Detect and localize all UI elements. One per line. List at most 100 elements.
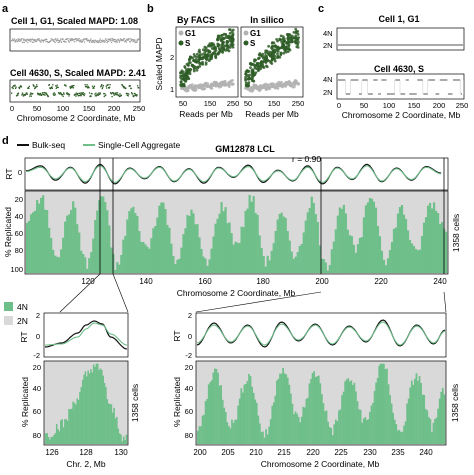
scatter-point-s bbox=[188, 72, 192, 76]
scatter-point-g1 bbox=[249, 87, 253, 91]
panel-a-cell4630-point bbox=[12, 87, 14, 90]
heatmap-column bbox=[274, 395, 277, 444]
heatmap-column bbox=[222, 211, 225, 273]
panel-a-cell4630-point bbox=[19, 86, 21, 88]
heatmap-column bbox=[366, 202, 370, 273]
scatter-point-g1 bbox=[227, 80, 231, 84]
panel-a-cell1-point bbox=[107, 38, 109, 40]
heatmap-column bbox=[258, 235, 261, 273]
scatter-point-s bbox=[260, 60, 264, 64]
panel-a-cell4630-point bbox=[79, 94, 81, 97]
panel-a-cell4630-point bbox=[32, 92, 34, 95]
panel-a-xticks: 0 50 100 150 200 250 bbox=[10, 104, 145, 113]
heatmap-column bbox=[379, 363, 382, 444]
scatter-point-s bbox=[286, 33, 290, 37]
panel-a-cell4630-point bbox=[20, 86, 23, 88]
scatter-point-s bbox=[281, 43, 286, 47]
panel-a-cell1-point bbox=[86, 38, 88, 40]
heatmap-column bbox=[50, 238, 53, 273]
panel-b-silico-points bbox=[243, 27, 301, 93]
heatmap-column bbox=[333, 424, 336, 444]
panel-c-xtick: 250 bbox=[456, 101, 469, 110]
heatmap-column bbox=[220, 202, 223, 273]
heatmap-column bbox=[66, 420, 69, 444]
panel-a-cell4630-point bbox=[133, 95, 135, 97]
heatmap-column bbox=[40, 197, 43, 273]
heatmap-column bbox=[341, 395, 343, 444]
panel-a-cell1-point bbox=[16, 40, 19, 42]
heatmap-column bbox=[336, 421, 339, 444]
zoom2-xtick: 215 bbox=[277, 448, 291, 457]
heatmap-column bbox=[359, 409, 362, 444]
heatmap-column bbox=[95, 363, 98, 444]
panel-a-cell1-point bbox=[37, 39, 39, 42]
panel-a-cell4630-point bbox=[53, 92, 55, 94]
panel-a-cell1-point bbox=[90, 41, 93, 43]
panel-a-cell4630-point bbox=[100, 86, 102, 88]
heatmap-column bbox=[280, 212, 283, 273]
heatmap-column bbox=[134, 213, 137, 273]
heatmap-column bbox=[312, 202, 315, 273]
panel-a-cell4630-point bbox=[78, 94, 80, 97]
panel-a-cell1-point bbox=[96, 41, 98, 43]
heatmap-column bbox=[238, 243, 241, 273]
heatmap-column bbox=[52, 249, 55, 273]
panel-a-cell1-point bbox=[23, 39, 25, 41]
panel-a-cell1-point bbox=[80, 39, 82, 41]
heatmap-column bbox=[44, 209, 47, 273]
scatter-point-s bbox=[204, 46, 208, 50]
panel-a-cell1-point bbox=[137, 38, 140, 41]
panel-a-cell4630-point bbox=[11, 92, 13, 94]
panel-a-cell4630-point bbox=[35, 84, 38, 86]
heatmap-column bbox=[401, 431, 404, 444]
heatmap-column bbox=[403, 425, 405, 444]
heatmap-column bbox=[60, 420, 62, 444]
heatmap-column bbox=[214, 368, 216, 444]
scatter-point-g1 bbox=[223, 81, 227, 85]
heatmap-column bbox=[194, 224, 197, 273]
heatmap-column bbox=[58, 257, 61, 273]
scatter-point-g1 bbox=[210, 82, 214, 86]
heatmap-column bbox=[144, 244, 147, 273]
scatter-point-s bbox=[272, 41, 276, 45]
panel-letter-c: c bbox=[318, 3, 324, 15]
panel-a-cell4630-point bbox=[93, 85, 96, 87]
panel-a-cell1-point bbox=[17, 39, 20, 42]
panel-a-cell4630-point bbox=[62, 95, 64, 98]
panel-a-cell1-point bbox=[71, 39, 73, 42]
scatter-point-s bbox=[256, 57, 260, 61]
panel-a-cell1-point bbox=[83, 38, 85, 40]
panel-b-xtick: 50 bbox=[244, 99, 252, 108]
heatmap-column bbox=[116, 262, 119, 273]
heatmap-column bbox=[202, 256, 205, 273]
panel-a-cell1-point bbox=[126, 39, 128, 41]
heatmap-column bbox=[352, 244, 355, 273]
scatter-point-s bbox=[222, 32, 226, 36]
heatmap-column bbox=[254, 399, 257, 444]
heatmap-column bbox=[438, 223, 442, 273]
zoom2-heat-ytick: 40 bbox=[185, 384, 193, 393]
panel-a-cell1-point bbox=[75, 40, 77, 42]
panel-a-cell1-point bbox=[35, 40, 38, 42]
heatmap-column bbox=[407, 398, 410, 444]
panel-d-rt-frame bbox=[24, 157, 449, 191]
heatmap-column bbox=[164, 209, 167, 273]
panel-a-cell1-point bbox=[18, 40, 21, 42]
scatter-point-s bbox=[294, 27, 298, 31]
heatmap-column bbox=[109, 403, 111, 444]
panel-a-cell1-point bbox=[109, 38, 111, 41]
heatmap-column bbox=[122, 239, 125, 273]
heatmap-column bbox=[350, 380, 353, 444]
zoom1-rt-ytick: 2 bbox=[36, 311, 40, 320]
panel-a-cell1-point bbox=[20, 39, 22, 42]
heatmap-column bbox=[269, 419, 272, 444]
heatmap-column bbox=[283, 373, 286, 444]
panel-a-cell1-point bbox=[127, 39, 129, 41]
panel-a-cell4630-points bbox=[11, 84, 140, 98]
zoom2-heat-ytick: 20 bbox=[185, 363, 193, 372]
heatmap-column bbox=[263, 437, 266, 444]
panel-a-cell4630-point bbox=[25, 93, 27, 95]
heatmap-column bbox=[362, 217, 366, 273]
panel-a-cell1-point bbox=[104, 40, 106, 43]
scatter-point-s bbox=[179, 84, 183, 88]
